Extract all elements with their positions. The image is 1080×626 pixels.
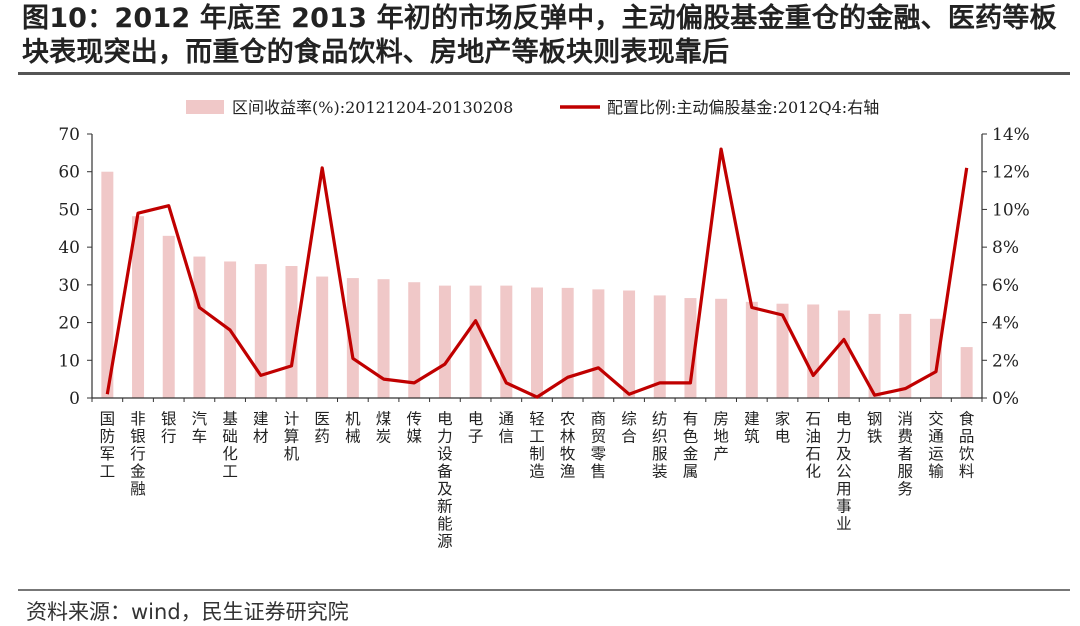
bar (132, 216, 145, 398)
bar (469, 285, 482, 398)
y-left-tick-label: 10 (58, 351, 80, 371)
bar-series (101, 171, 973, 398)
bar (929, 318, 942, 398)
category-label: 建材 (253, 410, 269, 446)
category-label: 农林牧渔 (560, 410, 576, 481)
bar (715, 298, 728, 398)
axes: 0 10 20 30 40 50 60 70 0% 2% 4% 6% 8% 10% 12% 14% (58, 125, 1029, 409)
category-label: 医药 (314, 410, 330, 446)
category-label: 传媒 (406, 410, 422, 446)
category-label: 消费者服务 (898, 410, 914, 498)
bar (254, 264, 267, 398)
y-left-tick-label: 60 (58, 163, 80, 183)
bar (807, 304, 820, 398)
y-left-tick-label: 20 (58, 314, 80, 334)
y-left-tick-label: 0 (69, 389, 80, 409)
bar (684, 298, 697, 398)
category-label: 通信 (499, 410, 515, 446)
bar (837, 310, 850, 398)
line-path (105, 147, 969, 399)
bar (438, 285, 451, 398)
bar (316, 276, 329, 398)
bar (653, 295, 666, 398)
category-label: 石油石化 (805, 410, 821, 481)
category-label: 钢铁 (867, 410, 883, 446)
category-label: 轻工制造 (529, 410, 545, 481)
y-right-tick-label: 8% (992, 238, 1019, 258)
category-label: 商贸零售 (591, 410, 607, 481)
bar (285, 266, 298, 398)
category-label: 煤炭 (376, 410, 392, 446)
legend-label-line: 配置比例:主动偏股基金:2012Q4:右轴 (607, 98, 879, 117)
bar (101, 171, 114, 398)
bar (531, 287, 543, 398)
chart-title: 图10：2012 年底至 2013 年初的市场反弹中，主动偏股基金重仓的金融、医… (22, 3, 1057, 68)
category-label: 基础化工 (222, 410, 238, 481)
bar (868, 313, 881, 398)
category-label: 食品饮料 (959, 410, 975, 481)
category-label: 计算机 (284, 410, 300, 463)
line-series (105, 147, 969, 399)
legend: 区间收益率(%):20121204-20130208 配置比例:主动偏股基金:20… (186, 98, 879, 117)
category-labels: 国防军工非银行金融银行汽车基础化工建材计算机医药机械煤炭传媒电力设备及新能源电子… (100, 410, 975, 551)
bar (377, 279, 390, 398)
bar (623, 290, 636, 398)
category-label: 有色金属 (683, 410, 699, 481)
bar (500, 285, 513, 398)
category-label: 非银行金融 (130, 410, 146, 498)
legend-label-bar: 区间收益率(%):20121204-20130208 (232, 98, 513, 117)
y-right-tick-label: 0% (992, 389, 1019, 409)
bar (193, 256, 206, 398)
category-label: 银行 (161, 410, 177, 446)
category-label: 家电 (775, 410, 791, 446)
y-right-tick-label: 2% (992, 351, 1019, 371)
y-left-tick-label: 40 (58, 238, 80, 258)
bar (960, 347, 973, 398)
category-label: 电力及公用事业 (836, 410, 852, 533)
bar (561, 287, 574, 398)
y-left-tick-label: 70 (58, 125, 80, 145)
bar (346, 278, 359, 398)
category-label: 建筑 (744, 410, 760, 446)
category-label: 电子 (468, 410, 484, 446)
y-left-tick-label: 30 (58, 276, 80, 296)
legend-swatch-bar (186, 100, 224, 114)
chart-svg: 区间收益率(%):20121204-20130208 配置比例:主动偏股基金:20… (58, 98, 1029, 551)
y-right-tick-label: 10% (992, 200, 1030, 220)
bar (776, 303, 789, 398)
title-divider (18, 72, 1070, 75)
y-left-tick-label: 50 (58, 200, 80, 220)
bar (899, 313, 912, 398)
bar (408, 282, 421, 398)
y-right-tick-label: 6% (992, 276, 1019, 296)
category-label: 综合 (621, 410, 637, 446)
category-label: 纺织服装 (652, 410, 668, 481)
category-label: 国防军工 (100, 410, 116, 481)
category-label: 房地产 (713, 410, 729, 463)
bar (162, 235, 175, 398)
category-label: 机械 (345, 410, 361, 446)
bar (592, 289, 605, 398)
y-right-tick-label: 12% (992, 163, 1030, 183)
y-right-tick-label: 4% (992, 314, 1019, 334)
source-note: 资料来源：wind，民生证券研究院 (26, 600, 349, 624)
bar (745, 301, 758, 398)
y-right-tick-label: 14% (992, 125, 1030, 145)
category-label: 汽车 (192, 410, 208, 446)
category-label: 交通运输 (928, 410, 944, 481)
footer-divider (18, 589, 1070, 591)
category-label: 电力设备及新能源 (437, 410, 453, 551)
